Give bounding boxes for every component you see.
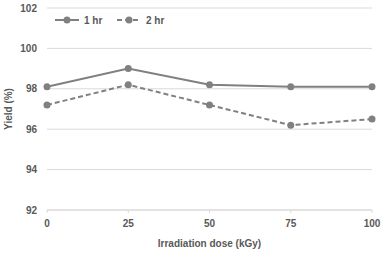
x-tick-label: 75 (285, 218, 297, 229)
grid-line (47, 48, 372, 49)
point (287, 122, 294, 129)
grid-line (47, 88, 372, 89)
point (206, 101, 213, 108)
legend-label: 1 hr (84, 15, 102, 26)
x-tick (128, 210, 129, 213)
x-tick (290, 210, 291, 213)
y-tick-label: 94 (26, 164, 38, 175)
y-axis-label: Yield (%) (3, 88, 14, 130)
grid-line (47, 129, 372, 130)
x-tick-label: 25 (123, 218, 135, 229)
y-tick-label: 102 (20, 3, 37, 14)
x-tick-label: 50 (204, 218, 216, 229)
plot-area (44, 65, 376, 129)
point (369, 116, 376, 123)
legend-label: 2 hr (146, 15, 164, 26)
point (369, 83, 376, 90)
x-tick-label: 100 (364, 218, 381, 229)
y-tick-label: 96 (26, 124, 38, 135)
point (125, 65, 132, 72)
chart: 92 94 96 98 100 102 0 25 50 75 100 Irradiation dose… (0, 0, 388, 262)
series-line (47, 85, 372, 125)
legend-marker (64, 17, 71, 24)
point (44, 83, 51, 90)
y-tick-label: 100 (20, 43, 37, 54)
x-tick (47, 210, 48, 213)
x-tick (209, 210, 210, 213)
point (287, 83, 294, 90)
x-tick (372, 210, 373, 213)
x-tick-label: 0 (44, 218, 50, 229)
x-axis-label: Irradiation dose (kGy) (158, 238, 261, 249)
y-tick-label: 92 (26, 205, 38, 216)
point (206, 81, 213, 88)
point (44, 101, 51, 108)
grid-line (47, 8, 372, 9)
grid-line (47, 169, 372, 170)
point (125, 81, 132, 88)
y-tick-label: 98 (26, 83, 38, 94)
legend: 1 hr 2 hr (55, 15, 164, 26)
legend-marker (126, 17, 133, 24)
